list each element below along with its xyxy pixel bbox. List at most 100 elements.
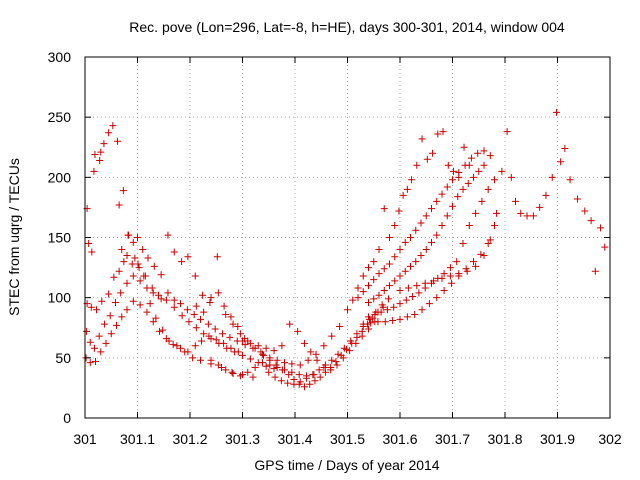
- data-point: [417, 252, 425, 260]
- data-point: [169, 341, 177, 349]
- data-point: [453, 258, 461, 266]
- data-point: [278, 342, 286, 350]
- data-point: [115, 201, 123, 209]
- data-point: [164, 231, 172, 239]
- data-point: [170, 303, 178, 311]
- data-point: [226, 333, 234, 341]
- data-point: [440, 270, 448, 278]
- x-tick-label: 301.6: [382, 431, 417, 447]
- data-point: [430, 277, 438, 285]
- data-point: [365, 264, 372, 272]
- data-point: [557, 158, 565, 166]
- data-point: [192, 302, 200, 310]
- data-point: [380, 265, 388, 273]
- data-point: [455, 270, 463, 278]
- data-point: [370, 276, 378, 284]
- data-point: [244, 368, 252, 376]
- data-point: [262, 362, 270, 370]
- data-point: [407, 234, 414, 241]
- data-point: [98, 297, 106, 305]
- data-point: [110, 273, 118, 281]
- data-point: [354, 284, 362, 292]
- data-point: [129, 238, 137, 246]
- data-point: [386, 260, 393, 268]
- data-point: [294, 327, 302, 335]
- data-point: [119, 187, 127, 195]
- data-point: [90, 167, 98, 175]
- data-point: [429, 149, 437, 157]
- data-point: [375, 291, 383, 299]
- data-point: [403, 185, 411, 193]
- y-tick-label: 300: [48, 49, 72, 65]
- data-point: [157, 295, 165, 303]
- data-point: [396, 272, 404, 280]
- data-point: [359, 320, 367, 328]
- data-point: [97, 348, 105, 356]
- x-tick-label: 301.5: [330, 431, 365, 447]
- data-point: [206, 298, 214, 306]
- data-point: [461, 161, 469, 169]
- data-point: [484, 240, 492, 248]
- data-point: [96, 156, 104, 164]
- data-point: [236, 330, 244, 338]
- data-point: [191, 342, 199, 350]
- data-point: [266, 361, 274, 369]
- data-point: [120, 258, 128, 266]
- data-point: [139, 246, 147, 254]
- data-point: [281, 359, 288, 367]
- data-point: [434, 130, 442, 138]
- data-point: [100, 320, 108, 328]
- data-point: [227, 344, 235, 352]
- data-point: [290, 380, 298, 388]
- data-point: [277, 377, 285, 385]
- data-point: [412, 226, 420, 234]
- data-point: [477, 250, 485, 258]
- data-point: [359, 288, 367, 296]
- data-point: [378, 301, 386, 309]
- x-tick-label: 301.3: [225, 431, 260, 447]
- data-point: [399, 191, 407, 199]
- data-point: [177, 344, 185, 352]
- data-point: [170, 248, 178, 256]
- data-point: [444, 161, 452, 169]
- axis-ticks: 301 301.1 301.2 301.3 301.4 301.5 301.6 301.7 30…: [48, 49, 622, 447]
- data-point: [150, 262, 158, 270]
- data-point: [369, 314, 377, 322]
- data-point: [478, 197, 486, 205]
- data-point: [234, 323, 242, 331]
- data-point: [344, 306, 351, 314]
- data-point: [115, 267, 123, 275]
- data-point: [418, 135, 426, 143]
- data-point: [191, 272, 199, 280]
- data-point: [117, 289, 125, 297]
- data-point: [480, 252, 488, 260]
- data-point: [459, 240, 467, 248]
- data-point: [311, 377, 319, 385]
- data-point: [486, 236, 494, 244]
- data-point: [286, 320, 294, 328]
- data-point: [222, 366, 230, 374]
- data-point: [83, 327, 91, 335]
- y-tick-label: 0: [63, 410, 71, 426]
- data-point: [396, 315, 404, 323]
- data-point: [164, 289, 172, 297]
- data-point: [321, 361, 329, 369]
- data-point: [270, 365, 278, 373]
- data-point: [542, 191, 550, 199]
- data-point: [234, 348, 242, 356]
- data-point: [214, 289, 222, 297]
- data-point: [408, 176, 416, 184]
- data-point: [591, 267, 599, 275]
- data-point: [162, 335, 170, 343]
- data-point: [197, 315, 204, 323]
- data-point: [128, 260, 136, 268]
- data-point: [491, 176, 498, 184]
- data-point: [383, 306, 391, 314]
- data-point: [386, 234, 393, 241]
- x-tick-label: 301.7: [435, 431, 470, 447]
- data-point: [507, 173, 515, 181]
- data-point: [367, 319, 375, 327]
- data-point: [370, 258, 378, 266]
- data-point: [125, 231, 133, 239]
- data-point: [359, 272, 367, 280]
